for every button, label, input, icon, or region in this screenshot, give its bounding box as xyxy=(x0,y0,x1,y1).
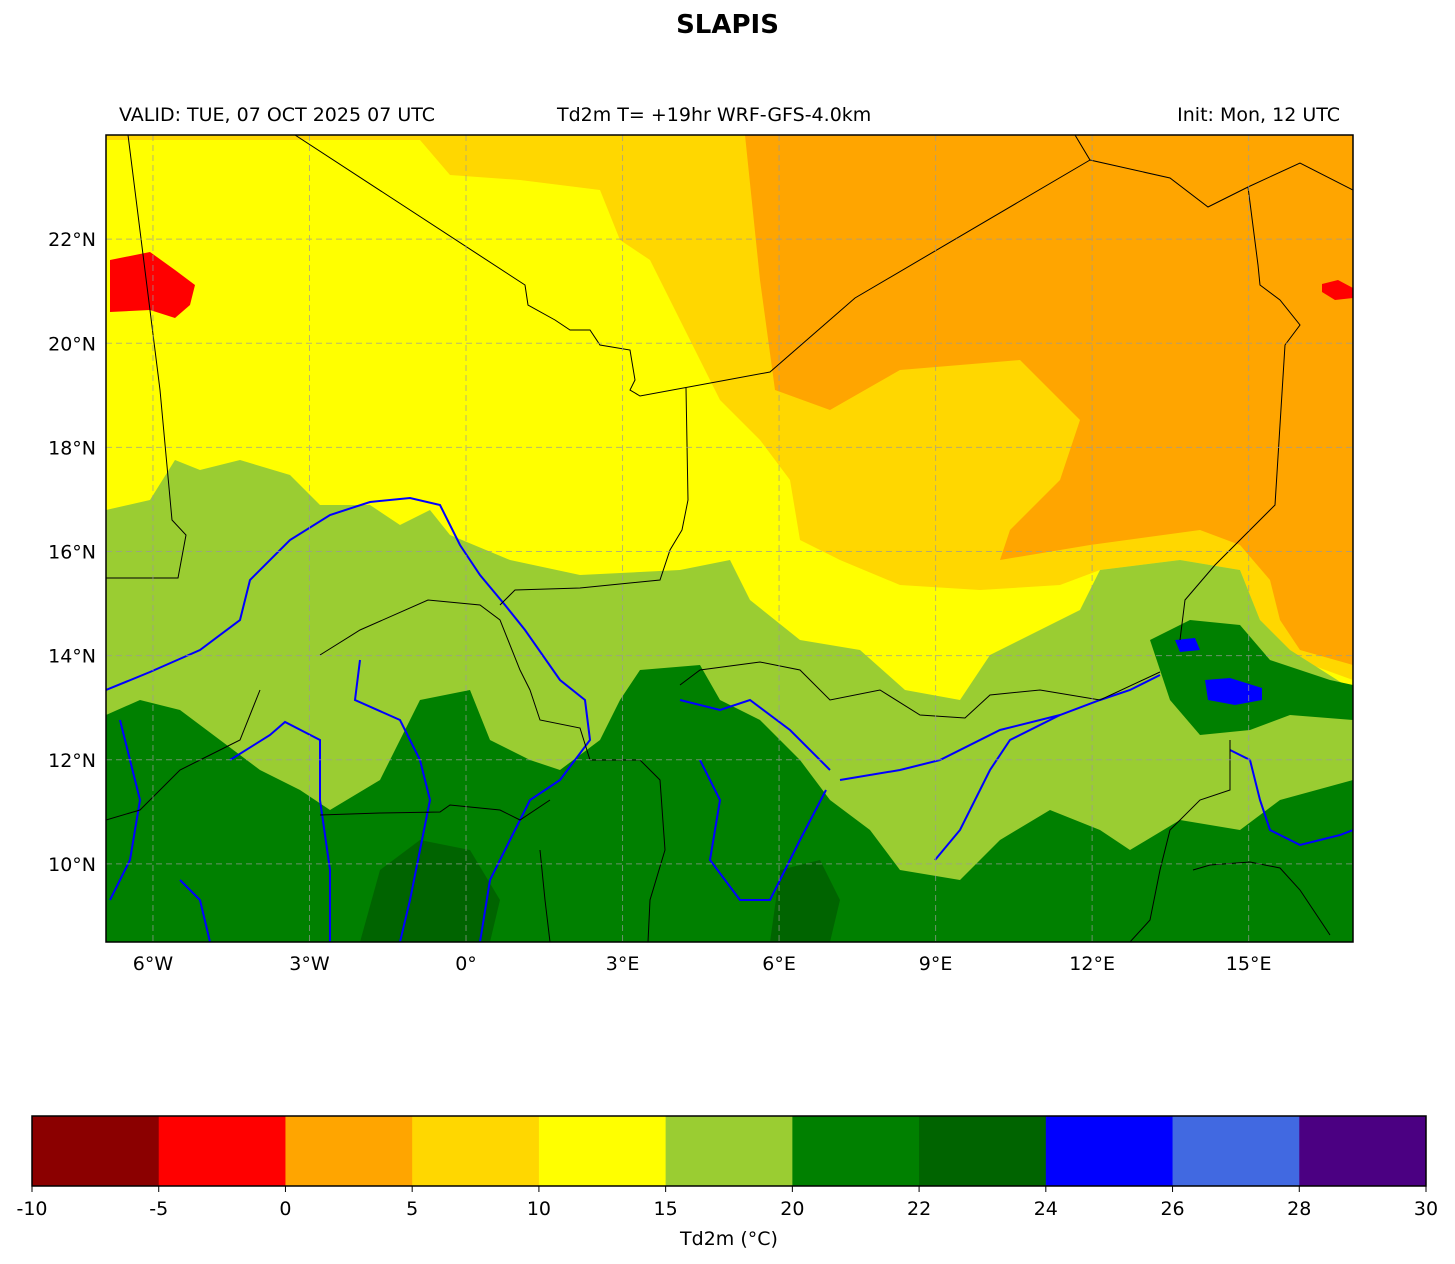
colorbar-swatch xyxy=(285,1116,413,1186)
borders xyxy=(106,135,1353,942)
togo-border xyxy=(539,849,551,942)
kaduna-river xyxy=(699,759,827,901)
niger-river xyxy=(106,496,592,942)
lon-tick-label: 12°E xyxy=(1069,953,1115,975)
mali-algeria-border xyxy=(294,135,1091,397)
komadugu-river xyxy=(934,714,1061,861)
lon-tick-label: 3°E xyxy=(606,953,640,975)
fill-band-24-26-north xyxy=(1175,638,1200,652)
colorbar-swatch xyxy=(792,1116,920,1186)
cote-ivoire-border xyxy=(106,689,261,821)
latitude-ticks: 22°N 20°N 18°N 16°N 14°N 12°N 10°N xyxy=(48,229,96,876)
colorbar-label: Td2m (°C) xyxy=(679,1228,778,1250)
burkina-border xyxy=(319,599,591,761)
colorbar: -10 -5 0 5 10 15 20 22 24 26 28 30 Td2m (°C) xyxy=(16,1115,1438,1250)
niger-nigeria-border xyxy=(679,661,1161,719)
fill-band-neg5-0-east xyxy=(1322,280,1353,300)
lat-tick-label: 16°N xyxy=(48,542,96,564)
longitude-ticks: 6°W 3°W 0° 3°E 6°E 9°E 12°E 15°E xyxy=(133,953,1272,975)
fill-band-22-24-east xyxy=(770,860,840,942)
fill-band-22-24 xyxy=(360,840,500,942)
lon-tick-label: 6°E xyxy=(762,953,796,975)
colorbar-swatch xyxy=(1045,1116,1174,1186)
colorbar-swatch xyxy=(919,1116,1047,1186)
colorbar-swatch xyxy=(32,1116,160,1186)
init-time-label: Init: Mon, 12 UTC xyxy=(1177,104,1340,126)
colorbar-tick-label: -5 xyxy=(149,1198,168,1220)
colorbar-tick-label: 24 xyxy=(1034,1198,1058,1220)
lat-tick-label: 18°N xyxy=(48,437,96,459)
chad-border xyxy=(1179,186,1301,641)
colorbar-tick-label: -10 xyxy=(16,1198,47,1220)
colorbar-frame xyxy=(31,1115,1427,1187)
lat-tick-label: 12°N xyxy=(48,750,96,772)
cameroon-car-border xyxy=(1192,861,1331,936)
gridlines xyxy=(106,135,1353,942)
fill-band-24-26 xyxy=(1205,678,1262,705)
colorbar-tick-label: 26 xyxy=(1160,1198,1184,1220)
colorbar-tick-label: 10 xyxy=(527,1198,551,1220)
colorbar-swatch xyxy=(412,1116,540,1186)
colorbar-swatch xyxy=(538,1116,667,1186)
colorbar-tick-label: 0 xyxy=(279,1198,291,1220)
sokoto-river xyxy=(679,698,831,771)
colorbar-swatch xyxy=(1172,1116,1300,1186)
black-volta xyxy=(229,720,331,942)
colorbar-tick-label: 5 xyxy=(406,1198,418,1220)
colorbar-tick-label: 28 xyxy=(1287,1198,1311,1220)
dewpoint-fill xyxy=(106,135,1353,942)
lon-tick-label: 6°W xyxy=(133,953,174,975)
lat-tick-label: 22°N xyxy=(48,229,96,251)
benue-river xyxy=(839,674,1161,781)
lon-tick-label: 9°E xyxy=(919,953,953,975)
lon-tick-label: 0° xyxy=(455,953,477,975)
valid-time-label: VALID: TUE, 07 OCT 2025 07 UTC xyxy=(119,104,435,126)
western-river xyxy=(109,719,142,901)
mali-niger-border xyxy=(499,387,689,606)
ghana-border xyxy=(319,799,551,821)
lat-tick-label: 14°N xyxy=(48,646,96,668)
colorbar-swatch xyxy=(158,1116,286,1186)
colorbar-tick-label: 15 xyxy=(654,1198,678,1220)
lat-tick-label: 10°N xyxy=(48,854,96,876)
colorbar-swatch xyxy=(665,1116,793,1186)
libya-border xyxy=(1074,135,1353,208)
colorbar-tick-label: 30 xyxy=(1414,1198,1438,1220)
lat-tick-label: 20°N xyxy=(48,333,96,355)
product-label: Td2m T= +19hr WRF-GFS-4.0km xyxy=(557,104,872,126)
map-frame xyxy=(105,134,1354,943)
colorbar-swatch xyxy=(1299,1116,1427,1186)
bani-river xyxy=(179,879,211,942)
mauritania-border xyxy=(106,135,187,579)
map-title: SLAPIS xyxy=(676,10,779,40)
rivers xyxy=(106,496,1353,942)
nigeria-cameroon-border xyxy=(1129,740,1231,942)
fill-band-20-22-lake xyxy=(1150,620,1353,735)
volta-river xyxy=(353,659,432,942)
colorbar-tick-label: 20 xyxy=(780,1198,804,1220)
lon-tick-label: 3°W xyxy=(289,953,330,975)
colorbar-tick-label: 22 xyxy=(907,1198,931,1220)
lon-tick-label: 15°E xyxy=(1226,953,1272,975)
